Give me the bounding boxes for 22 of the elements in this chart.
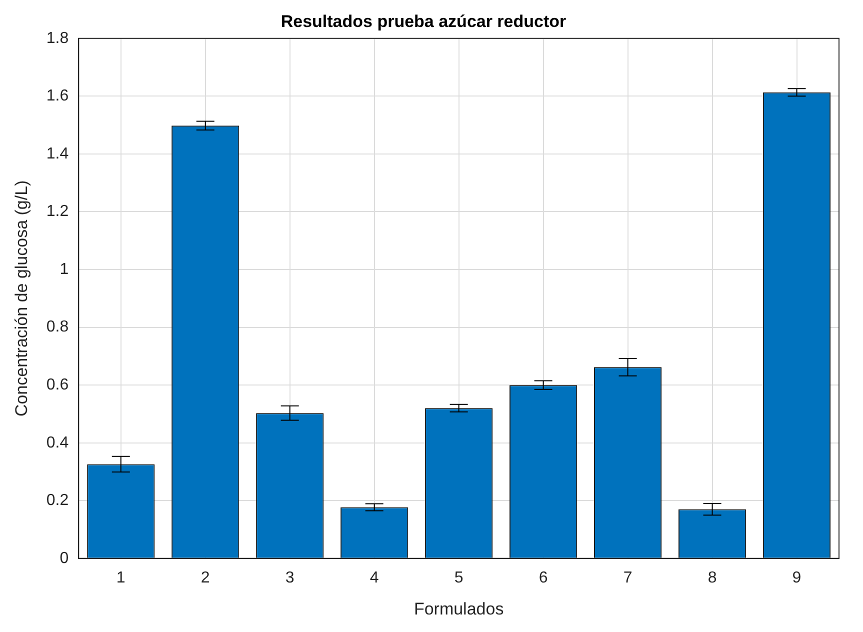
x-axis-title: Formulados	[414, 599, 504, 618]
y-tick-label: 0	[60, 550, 69, 567]
x-tick-label: 7	[623, 569, 632, 586]
x-tick-label: 9	[792, 569, 802, 586]
y-tick-label: 0.2	[46, 492, 69, 510]
y-tick-label: 1.6	[46, 88, 69, 105]
y-tick-label: 1.4	[46, 145, 69, 162]
y-axis-title: Concentración de glucosa (g/L)	[12, 180, 31, 417]
chart-title: Resultados prueba azúcar reductor	[280, 12, 567, 31]
x-tick-label: 8	[708, 569, 717, 586]
y-tick-label: 0.4	[46, 434, 69, 452]
y-tick-label: 0.6	[46, 376, 69, 394]
x-tick-label: 5	[454, 569, 464, 586]
x-tick-label: 3	[285, 569, 294, 586]
x-tick-label: 6	[538, 569, 548, 586]
x-tick-label: 2	[200, 569, 210, 586]
y-tick-label: 0.8	[46, 318, 69, 336]
y-tick-label: 1	[60, 260, 69, 278]
x-tick-label: 1	[116, 569, 126, 586]
x-tick-label: 4	[370, 569, 379, 586]
y-tick-label: 1.8	[46, 30, 69, 47]
y-tick-label: 1.2	[46, 203, 69, 220]
